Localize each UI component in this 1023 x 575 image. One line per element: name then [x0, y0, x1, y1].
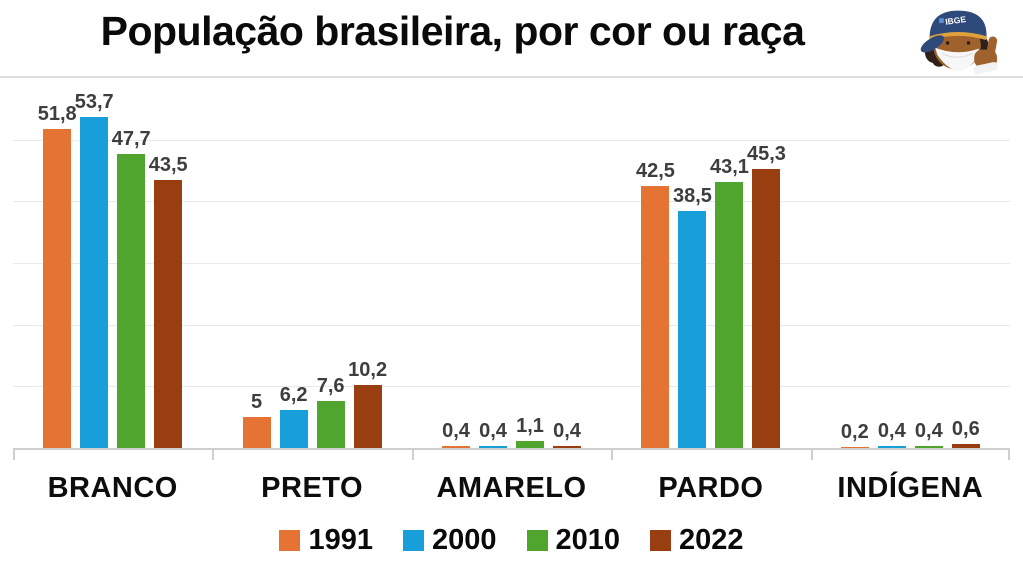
- bar-amarelo-2022: 0,4: [553, 420, 582, 448]
- legend-item-2010: 2010: [526, 524, 621, 557]
- value-label-indígena-2010: 0,4: [914, 419, 943, 442]
- mascot-cap: [929, 10, 987, 39]
- legend-swatch-2000: [402, 530, 424, 551]
- mascot-cap-text: IBGE: [945, 14, 967, 27]
- x-axis-category-labels: BRANCO PRETO AMARELO PARDO INDÍGENA: [13, 472, 1010, 505]
- legend-swatch-2010: [526, 530, 548, 551]
- legend-item-1991: 1991: [279, 524, 373, 557]
- category-label-branco: BRANCO: [47, 472, 178, 504]
- axis-tick-2: [411, 448, 414, 460]
- value-label-branco-1991: 51,8: [37, 102, 77, 125]
- bar-pardo-2010: 43,1: [710, 156, 749, 448]
- bar-group-indígena: 0,2 0,4 0,4 0,6: [811, 78, 1010, 448]
- gridline-10: [13, 386, 1010, 388]
- value-label-branco-2000: 53,7: [74, 90, 114, 113]
- bar-preto-2022: 10,2: [348, 359, 387, 448]
- value-label-amarelo-2022: 0,4: [553, 419, 581, 442]
- category-label-pardo: PARDO: [658, 472, 764, 504]
- category-label-amarelo: AMARELO: [436, 472, 587, 504]
- bar-pardo-1991: 42,5: [636, 160, 675, 448]
- value-label-pardo-1991: 42,5: [635, 159, 675, 182]
- bar-pardo-2022: 45,3: [747, 143, 786, 448]
- value-label-indígena-2022: 0,6: [951, 418, 980, 441]
- bar-amarelo-2000: 0,4: [479, 420, 508, 448]
- bar-branco-2000: 53,7: [75, 91, 114, 448]
- value-label-branco-2010: 47,7: [111, 127, 151, 150]
- mascot-eye-left: [945, 41, 950, 45]
- chart-title: População brasileira, por cor ou raça: [100, 8, 805, 54]
- value-label-amarelo-1991: 0,4: [442, 419, 470, 442]
- chart-title-wrap: População brasileira, por cor ou raça: [0, 8, 905, 55]
- bar-indígena-2010: 0,4: [914, 420, 943, 448]
- mascot-face-mask: [935, 47, 979, 72]
- title-separator-line: [0, 76, 1023, 78]
- bar-groups: 51,8 53,7 47,7 43,5 5 6,2 7,6 10,2 0,4 0,4 1,1 0,4 4…: [13, 78, 1010, 448]
- bar-preto-2010: 7,6: [316, 375, 345, 448]
- value-label-preto-2000: 6,2: [279, 383, 308, 406]
- value-label-preto-2022: 10,2: [348, 359, 388, 382]
- legend-item-2000: 2000: [402, 524, 497, 557]
- bar-group-amarelo: 0,4 0,4 1,1 0,4: [412, 78, 611, 448]
- value-label-pardo-2010: 43,1: [709, 156, 749, 179]
- axis-tick-5: [1008, 448, 1010, 460]
- bar-indígena-1991: 0,2: [840, 421, 869, 448]
- value-label-amarelo-2010: 1,1: [516, 415, 544, 438]
- bar-preto-1991: 5: [242, 391, 271, 448]
- plot-area: 51,8 53,7 47,7 43,5 5 6,2 7,6 10,2 0,4 0,4 1,1 0,4 4…: [13, 78, 1010, 460]
- gridline-50: [13, 139, 1010, 141]
- category-label-indígena: INDÍGENA: [837, 472, 984, 504]
- bar-indígena-2000: 0,4: [877, 420, 906, 448]
- value-label-indígena-1991: 0,2: [840, 420, 869, 443]
- legend-label-2022: 2022: [679, 524, 744, 556]
- axis-tick-0: [13, 448, 15, 460]
- value-label-pardo-2022: 45,3: [746, 142, 786, 165]
- bar-amarelo-2010: 1,1: [516, 415, 545, 448]
- ibge-mascot-logo: IBGE: [920, 10, 998, 75]
- bar-branco-2022: 43,5: [149, 154, 188, 448]
- value-label-preto-1991: 5: [251, 391, 263, 414]
- mascot-cap-logo-square: [938, 17, 945, 24]
- legend-swatch-1991: [279, 530, 301, 551]
- mascot-eye-right: [966, 41, 971, 45]
- legend-label-2000: 2000: [431, 524, 497, 556]
- legend: 1991 2000 2010 2022: [0, 524, 1023, 557]
- legend-swatch-2022: [650, 530, 672, 551]
- bar-group-branco: 51,8 53,7 47,7 43,5: [13, 78, 212, 448]
- bar-amarelo-1991: 0,4: [442, 420, 471, 448]
- bar-indígena-2022: 0,6: [951, 418, 980, 448]
- category-label-preto: PRETO: [261, 472, 364, 504]
- bar-branco-2010: 47,7: [112, 128, 151, 448]
- mascot-cuff: [973, 62, 998, 75]
- value-label-preto-2010: 7,6: [316, 375, 345, 398]
- gridline-30: [13, 263, 1010, 264]
- bar-group-pardo: 42,5 38,5 43,1 45,3: [611, 78, 810, 448]
- axis-tick-4: [810, 448, 813, 460]
- bar-group-preto: 5 6,2 7,6 10,2: [212, 78, 411, 448]
- axis-tick-1: [212, 448, 215, 460]
- value-label-branco-2022: 43,5: [148, 153, 188, 176]
- value-label-amarelo-2000: 0,4: [479, 419, 507, 442]
- legend-item-2022: 2022: [650, 524, 744, 557]
- gridline-40: [13, 201, 1010, 203]
- bar-branco-1991: 51,8: [38, 103, 77, 448]
- legend-label-1991: 1991: [308, 524, 373, 556]
- gridline-20: [13, 324, 1010, 326]
- bar-pardo-2000: 38,5: [673, 185, 712, 448]
- value-label-pardo-2000: 38,5: [672, 184, 712, 207]
- legend-label-2010: 2010: [555, 524, 621, 556]
- mascot-cap-brim: [920, 35, 945, 53]
- axis-tick-3: [611, 448, 614, 460]
- bar-preto-2000: 6,2: [279, 384, 308, 448]
- value-label-indígena-2000: 0,4: [877, 419, 906, 442]
